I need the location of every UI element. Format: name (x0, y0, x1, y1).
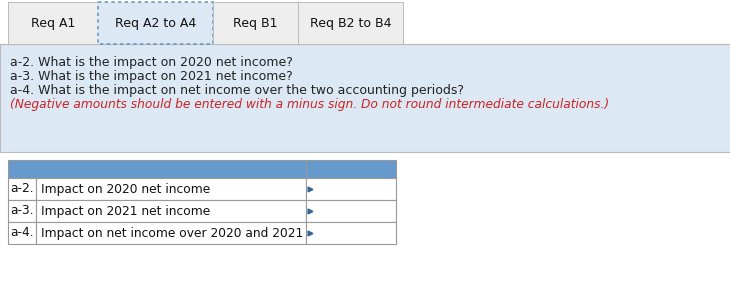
Text: a-2. What is the impact on 2020 net income?: a-2. What is the impact on 2020 net inco… (10, 56, 293, 69)
Text: a-2.: a-2. (10, 183, 34, 196)
Text: Req B2 to B4: Req B2 to B4 (310, 16, 391, 29)
Bar (36, 200, 306, 222)
Bar (306, 178, 396, 200)
Bar (8, 200, 36, 222)
Bar (98, 2, 213, 44)
Bar (8, 222, 36, 244)
Bar (36, 178, 306, 200)
Bar (8, 160, 306, 178)
Bar (213, 2, 298, 44)
Bar (306, 160, 396, 178)
Text: Impact on net income over 2020 and 2021: Impact on net income over 2020 and 2021 (41, 226, 303, 240)
Bar (306, 200, 396, 222)
Bar (36, 222, 306, 244)
Text: a-3.: a-3. (10, 204, 34, 217)
Bar (306, 222, 396, 244)
Text: a-4. What is the impact on net income over the two accounting periods?: a-4. What is the impact on net income ov… (10, 84, 464, 97)
Bar (0, 44, 730, 152)
Bar (298, 2, 403, 44)
Bar (8, 2, 98, 44)
Text: Req A2 to A4: Req A2 to A4 (115, 16, 196, 29)
Bar (8, 178, 36, 200)
Text: Req B1: Req B1 (234, 16, 277, 29)
Text: Req A1: Req A1 (31, 16, 75, 29)
Text: a-3. What is the impact on 2021 net income?: a-3. What is the impact on 2021 net inco… (10, 70, 293, 83)
Text: Impact on 2021 net income: Impact on 2021 net income (41, 204, 210, 217)
Text: Impact on 2020 net income: Impact on 2020 net income (41, 183, 210, 196)
Text: (Negative amounts should be entered with a minus sign. Do not round intermediate: (Negative amounts should be entered with… (10, 98, 609, 111)
Text: a-4.: a-4. (10, 226, 34, 240)
